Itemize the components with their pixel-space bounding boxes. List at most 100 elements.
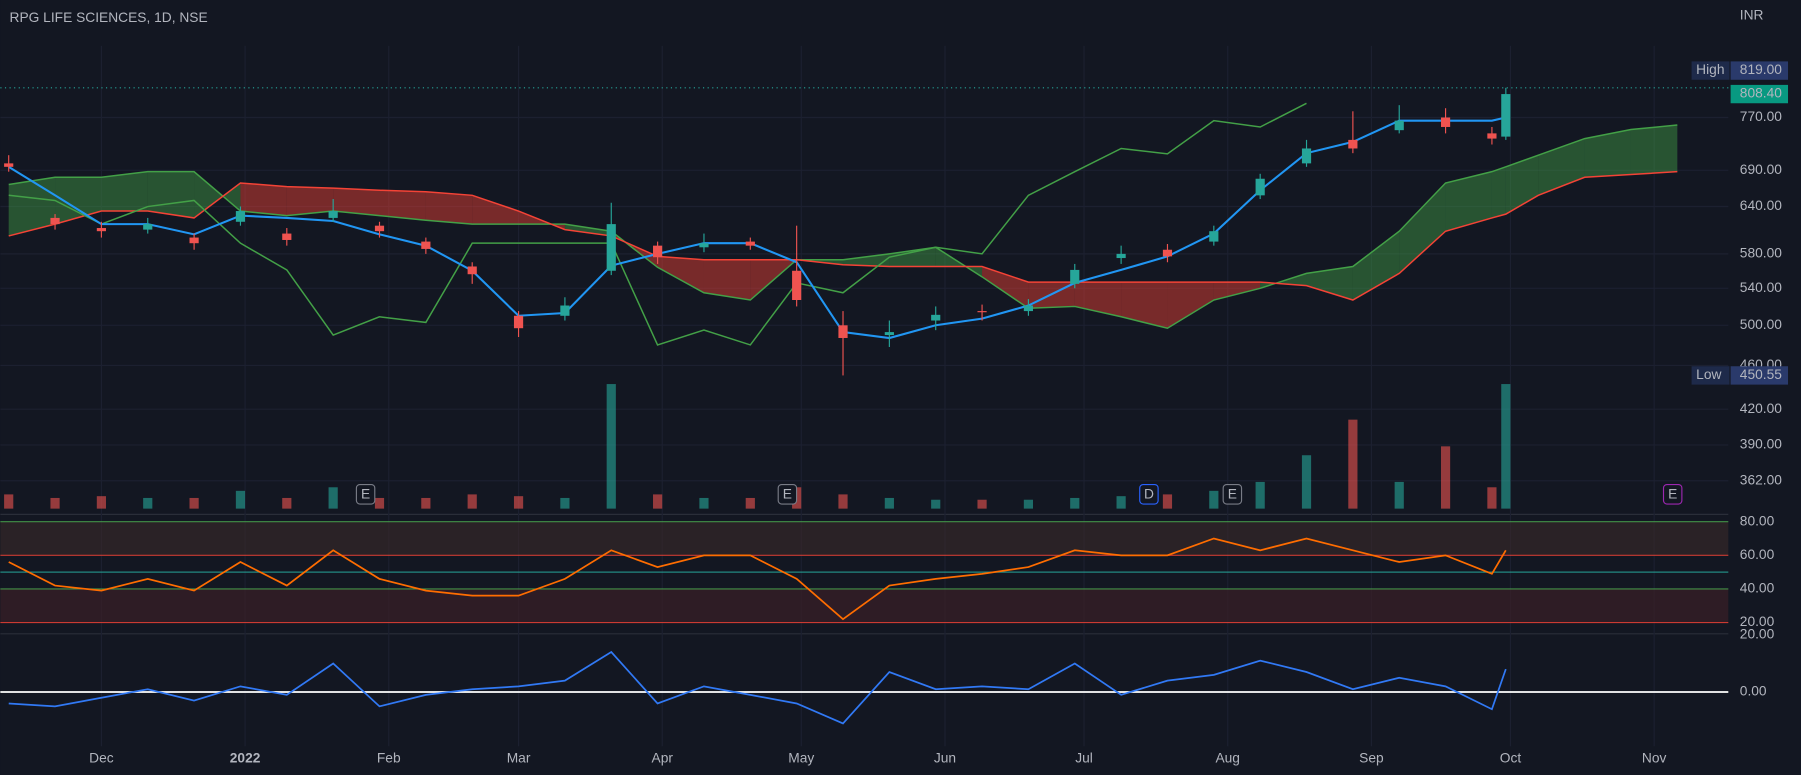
event-badge — [1222, 483, 1243, 505]
volume-bar — [1440, 446, 1451, 509]
volume-bar — [50, 497, 60, 509]
cloud-fill — [1491, 166, 1506, 218]
volume-bar — [1162, 494, 1173, 509]
cloud-fill — [1630, 125, 1678, 175]
price-marker-label-bg — [1691, 366, 1730, 385]
event-badge — [1662, 483, 1683, 505]
volume-bar — [4, 494, 14, 509]
x-tick-label: Feb — [377, 751, 401, 766]
cloud-fill — [703, 259, 751, 300]
candle-body — [235, 211, 246, 222]
volume-bar — [1487, 487, 1497, 509]
event-label: E — [1228, 486, 1237, 501]
candle-body — [606, 224, 616, 271]
x-tick-label: Apr — [652, 751, 674, 766]
candle-body — [792, 270, 802, 300]
candle-body — [1440, 117, 1451, 127]
y-tick-label: 390.00 — [1740, 437, 1782, 452]
volume-bar — [1348, 419, 1358, 509]
candle-body — [931, 314, 941, 321]
volume-bar — [1070, 497, 1080, 509]
price-marker-label: Low — [1696, 367, 1721, 382]
line-series — [8, 116, 1507, 340]
volume-bar — [189, 497, 199, 509]
chart-title: RPG LIFE SCIENCES, 1D, NSE — [10, 10, 208, 25]
candle-body — [1162, 249, 1173, 257]
cloud-fill — [750, 259, 797, 300]
y-tick-label: 770.00 — [1740, 109, 1782, 124]
cloud-fill — [1445, 171, 1492, 232]
event-label: E — [361, 486, 370, 501]
y-tick-label: 20.00 — [1740, 614, 1775, 629]
cloud-fill — [982, 266, 1029, 309]
y-tick-label: 40.00 — [1740, 581, 1775, 596]
line-series — [8, 102, 1307, 346]
y-tick-label: 420.00 — [1740, 401, 1782, 416]
volume-bar — [977, 499, 987, 509]
x-tick-label: Nov — [1642, 751, 1667, 766]
x-tick-label: Sep — [1359, 751, 1384, 766]
volume-bar — [421, 497, 431, 509]
volume-bar — [884, 497, 894, 509]
volume-bar — [96, 496, 106, 509]
y-tick-label: 0.00 — [1740, 684, 1767, 699]
y-tick-label: 60.00 — [1740, 547, 1775, 562]
volume-bar — [1209, 490, 1219, 509]
volume-bar — [467, 494, 477, 509]
line-series — [8, 650, 1507, 725]
cloud-fill — [147, 171, 195, 218]
cloud-fill — [55, 177, 102, 225]
x-tick-label: Dec — [89, 751, 114, 766]
last-price-bg — [1730, 84, 1789, 104]
price-marker-label-bg — [1691, 61, 1730, 80]
cloud-fill — [657, 256, 704, 293]
candle-body — [1301, 148, 1312, 164]
line-series — [8, 537, 1507, 621]
candle-body — [1255, 178, 1265, 196]
band — [0, 521, 1729, 556]
candle-body — [699, 243, 709, 248]
candle-body — [977, 311, 987, 313]
candle-body — [745, 241, 755, 246]
price-marker-value: 450.55 — [1740, 367, 1782, 382]
last-price: 808.40 — [1740, 86, 1782, 101]
candle-body — [50, 217, 60, 225]
cloud-fill — [1213, 282, 1261, 300]
volume-bar — [699, 497, 709, 509]
cloud-fill — [333, 188, 380, 216]
candle-body — [1348, 139, 1358, 149]
volume-bar — [513, 496, 524, 509]
y-tick-label: 580.00 — [1740, 246, 1782, 261]
volume-bar — [745, 497, 755, 509]
cloud-fill — [1167, 282, 1214, 329]
candle-body — [1501, 94, 1511, 137]
cloud-fill — [101, 171, 148, 212]
currency: INR — [1740, 8, 1764, 23]
volume-bar — [653, 494, 663, 509]
volume-bar — [1301, 455, 1312, 509]
volume-bar — [1394, 481, 1404, 509]
x-tick-label: Jul — [1075, 751, 1093, 766]
cloud-fill — [1074, 282, 1122, 317]
candle-body — [96, 228, 106, 232]
y-tick-label: 640.00 — [1740, 198, 1782, 213]
candle-body — [1023, 305, 1034, 312]
price-marker-label: High — [1696, 62, 1724, 77]
event-label: E — [783, 486, 792, 501]
candle-body — [4, 163, 14, 167]
cloud-fill — [1306, 266, 1353, 300]
cloud-fill — [1121, 282, 1168, 329]
x-tick-label: 2022 — [230, 751, 261, 766]
cloud-fill — [843, 253, 890, 267]
volume-bar — [1255, 481, 1265, 509]
candle-body — [374, 225, 385, 232]
cloud-fill — [1399, 183, 1446, 274]
candle-body — [560, 305, 570, 316]
cloud-fill — [379, 190, 426, 221]
cloud-fill — [1584, 129, 1631, 178]
event-label: D — [1144, 486, 1154, 501]
volume-bar — [560, 497, 570, 509]
candle-body — [513, 315, 524, 329]
candle-body — [1116, 253, 1126, 259]
